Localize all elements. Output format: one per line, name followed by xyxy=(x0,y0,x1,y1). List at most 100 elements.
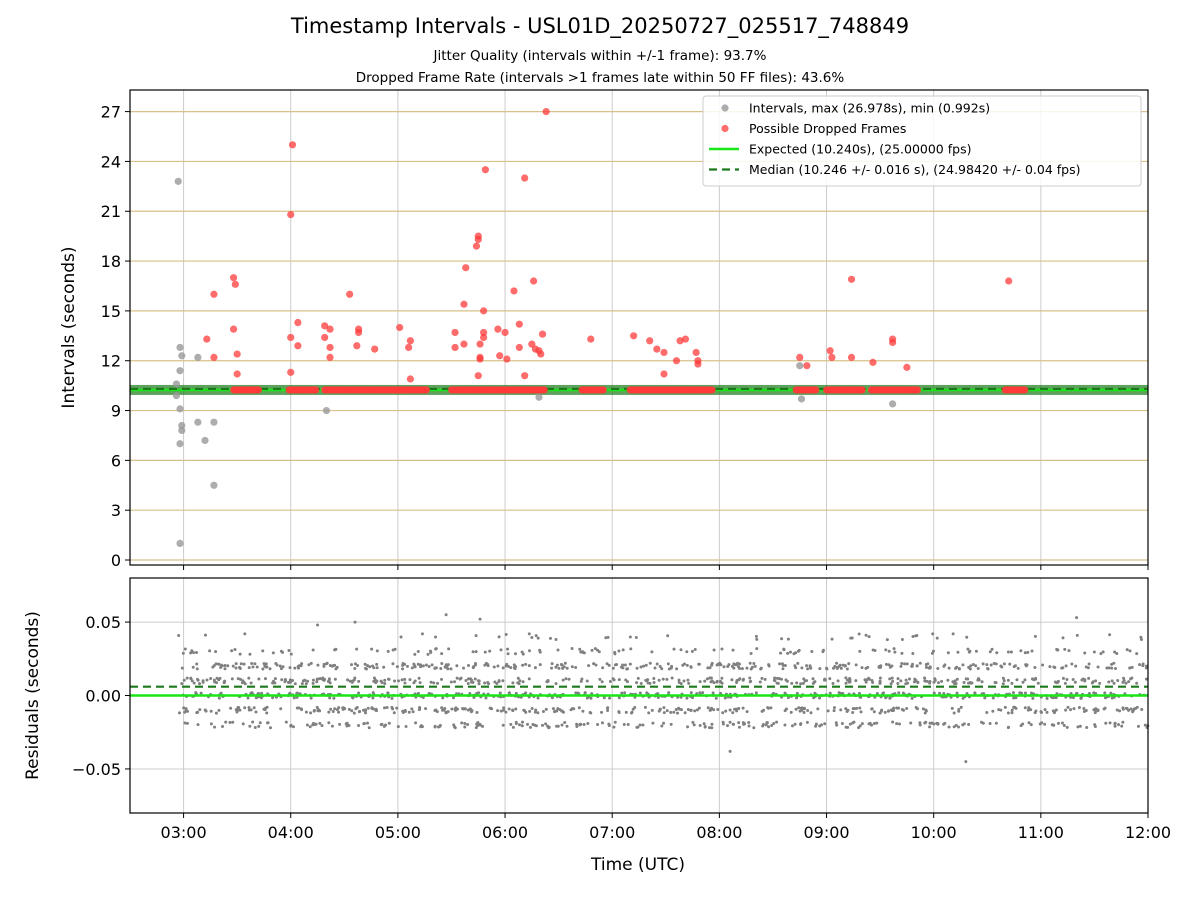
residual-point xyxy=(698,680,702,684)
residual-point xyxy=(390,705,394,709)
residual-point xyxy=(327,721,331,725)
residual-point xyxy=(1072,707,1076,711)
residual-point xyxy=(481,724,485,728)
residual-point xyxy=(735,709,739,713)
residual-point xyxy=(666,634,670,638)
residual-point xyxy=(198,708,202,712)
dropped-frame-point xyxy=(694,360,702,368)
residual-point xyxy=(835,666,839,670)
residual-point xyxy=(364,709,368,713)
residual-point xyxy=(786,651,790,655)
residual-point xyxy=(383,706,387,710)
residual-point xyxy=(484,696,488,700)
dropped-frame-point xyxy=(210,353,218,361)
dropped-frame-point xyxy=(653,345,661,353)
residual-point xyxy=(706,666,710,670)
residual-point xyxy=(234,666,238,670)
residual-point xyxy=(999,664,1003,668)
residual-point xyxy=(779,651,783,655)
residual-point xyxy=(418,707,422,711)
residual-point xyxy=(281,650,285,654)
residual-point xyxy=(877,665,881,669)
residual-point xyxy=(611,666,615,670)
residual-point xyxy=(524,691,528,695)
residual-point xyxy=(327,678,331,682)
residual-point xyxy=(918,721,922,725)
dropped-frame-point xyxy=(1021,386,1029,394)
residual-point xyxy=(950,706,954,710)
residual-point xyxy=(966,647,970,651)
residual-point xyxy=(511,709,515,713)
residual-point xyxy=(509,722,513,726)
residual-point xyxy=(657,709,661,713)
residual-point xyxy=(1039,710,1043,714)
residual-point xyxy=(1105,666,1109,670)
residual-point xyxy=(824,666,828,670)
residual-point xyxy=(670,664,674,668)
residual-point xyxy=(731,722,735,726)
dropped-frame-point xyxy=(462,264,470,272)
dropped-frame-point xyxy=(287,368,295,376)
residual-point xyxy=(823,722,827,726)
residual-point xyxy=(483,663,487,667)
dropped-frame-point xyxy=(203,335,211,343)
residual-point xyxy=(760,676,764,680)
residual-point xyxy=(809,711,813,715)
residual-point xyxy=(980,680,984,684)
residual-point xyxy=(1120,724,1124,728)
residual-point xyxy=(726,724,730,728)
residual-point xyxy=(986,667,990,671)
residual-point xyxy=(965,635,969,639)
residual-point xyxy=(1010,681,1014,685)
residual-point xyxy=(667,667,671,671)
residual-point xyxy=(379,723,383,727)
residual-point xyxy=(601,666,605,670)
dropped-frame-point xyxy=(812,386,820,394)
residual-point xyxy=(968,667,972,671)
residual-point xyxy=(333,677,337,681)
residual-point xyxy=(613,720,617,724)
residual-point xyxy=(384,723,388,727)
residual-point xyxy=(434,666,438,670)
residual-point xyxy=(633,706,637,710)
residual-point xyxy=(910,664,914,668)
residual-point xyxy=(275,663,279,667)
residual-point xyxy=(730,678,734,682)
residual-point xyxy=(834,721,838,725)
residual-point xyxy=(434,635,438,639)
residual-point xyxy=(250,662,254,666)
residual-point xyxy=(1075,616,1079,620)
residual-point xyxy=(954,682,958,686)
residual-point xyxy=(506,664,510,668)
interval-point xyxy=(178,421,186,430)
residual-point xyxy=(590,648,594,652)
residual-point xyxy=(988,650,992,654)
residual-point xyxy=(1066,705,1070,709)
residual-point xyxy=(635,681,639,685)
residual-point xyxy=(541,709,545,713)
residual-point xyxy=(838,663,842,667)
residual-point xyxy=(231,720,235,724)
residual-point xyxy=(947,725,951,729)
residual-point xyxy=(241,722,245,726)
residual-point xyxy=(433,709,437,713)
residual-point xyxy=(685,650,689,654)
residual-point xyxy=(1110,662,1114,666)
residual-point xyxy=(639,682,643,686)
residual-point xyxy=(440,661,444,665)
residual-point xyxy=(1124,681,1128,685)
residual-point xyxy=(722,665,726,669)
residual-point xyxy=(1031,696,1035,700)
residual-point xyxy=(280,678,284,682)
residual-point xyxy=(926,662,930,666)
residual-point xyxy=(1116,679,1120,683)
residual-point xyxy=(605,662,609,666)
residual-point xyxy=(474,650,478,654)
residual-point xyxy=(284,720,288,724)
residual-point xyxy=(749,667,753,671)
residual-point xyxy=(582,651,586,655)
residual-point xyxy=(230,649,234,653)
residual-point xyxy=(940,679,944,683)
residual-point xyxy=(783,723,787,727)
interval-point xyxy=(176,367,184,375)
